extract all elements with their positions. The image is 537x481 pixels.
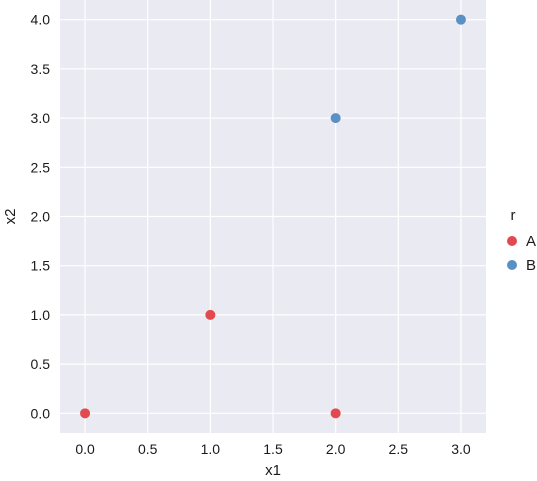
y-tick-label-7: 3.5 xyxy=(31,61,51,77)
legend-label-a: A xyxy=(526,233,536,250)
x-tick-label-4: 2.0 xyxy=(326,441,346,457)
legend-marker-b xyxy=(507,260,517,270)
legend-marker-a xyxy=(507,236,517,246)
y-axis-label: x2 xyxy=(2,209,19,225)
point-b-0 xyxy=(330,113,341,124)
x-tick-label-5: 2.5 xyxy=(389,441,409,457)
legend-title: r xyxy=(511,207,516,224)
x-tick-label-3: 1.5 xyxy=(263,441,283,457)
y-tick-label-8: 4.0 xyxy=(31,12,51,28)
y-tick-label-6: 3.0 xyxy=(31,110,51,126)
x-axis-ticks: 0.0 0.5 1.0 1.5 2.0 2.5 3.0 xyxy=(75,441,471,457)
x-tick-label-2: 1.0 xyxy=(201,441,221,457)
point-a-2 xyxy=(330,408,341,419)
y-tick-label-2: 1.0 xyxy=(31,307,51,323)
x-axis-label: x1 xyxy=(265,462,281,479)
y-tick-label-3: 1.5 xyxy=(31,258,51,274)
x-tick-label-0: 0.0 xyxy=(75,441,95,457)
legend: r A B xyxy=(507,207,536,274)
point-b-1 xyxy=(455,14,466,25)
y-tick-label-5: 2.5 xyxy=(31,159,51,175)
data-points xyxy=(80,14,466,419)
point-a-0 xyxy=(80,408,91,419)
y-axis-ticks: 0.0 0.5 1.0 1.5 2.0 2.5 3.0 3.5 4.0 xyxy=(31,12,51,422)
y-tick-label-4: 2.0 xyxy=(31,209,51,225)
legend-label-b: B xyxy=(526,257,536,274)
y-tick-label-0: 0.0 xyxy=(31,405,51,421)
y-tick-label-1: 0.5 xyxy=(31,356,51,372)
point-a-1 xyxy=(205,309,216,320)
x-tick-label-1: 0.5 xyxy=(138,441,158,457)
x-tick-label-6: 3.0 xyxy=(451,441,471,457)
grid-lines xyxy=(60,0,486,433)
